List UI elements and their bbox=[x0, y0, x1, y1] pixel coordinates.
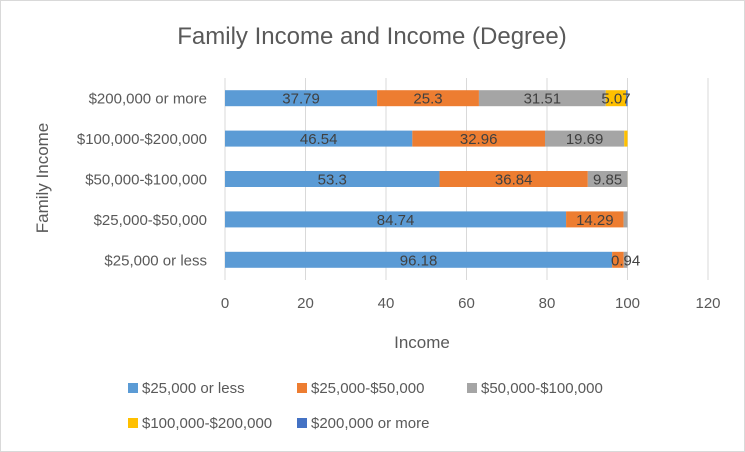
data-label: 36.84 bbox=[495, 172, 533, 189]
data-label: 0.94 bbox=[611, 252, 640, 269]
bar-25-000-50-000-50-000-100-000 bbox=[623, 211, 628, 228]
data-label: 84.74 bbox=[377, 212, 415, 229]
bar-25-000-or-less-25-000-50-000 bbox=[612, 251, 624, 268]
legend-label: $200,000 or more bbox=[311, 415, 429, 432]
x-tick-labels: 0 20 40 60 80 100 120 bbox=[221, 295, 721, 312]
legend-item-200-000-or-more: $200,000 or more bbox=[297, 415, 429, 432]
x-tick-label: 120 bbox=[695, 295, 720, 312]
data-labels: 37.79 25.3 31.51 5.07 46.54 32.96 19.69 53.3 36.… bbox=[282, 91, 640, 270]
bar-50-000-100-000-25-000-50-000 bbox=[439, 171, 588, 187]
legend-label: $50,000-$100,000 bbox=[481, 380, 603, 397]
legend-swatch bbox=[467, 383, 477, 393]
legend-swatch bbox=[128, 383, 138, 393]
y-tick-label: $50,000-$100,000 bbox=[85, 172, 207, 189]
y-tick-label: $25,000 or less bbox=[104, 252, 207, 269]
bar-25-000-or-less-25-000-or-less bbox=[225, 251, 613, 268]
y-tick-labels: $200,000 or more $100,000-$200,000 $50,000… bbox=[77, 91, 207, 270]
bar-25-000-50-000-25-000-50-000 bbox=[566, 211, 624, 228]
data-label: 37.79 bbox=[282, 91, 320, 108]
data-label: 14.29 bbox=[576, 212, 614, 229]
legend-label: $25,000-$50,000 bbox=[311, 380, 424, 397]
data-label: 32.96 bbox=[460, 131, 498, 148]
x-tick-label: 60 bbox=[458, 295, 475, 312]
legend-swatch bbox=[297, 418, 307, 428]
y-tick-label: $25,000-$50,000 bbox=[94, 212, 207, 229]
data-label: 5.07 bbox=[601, 91, 630, 108]
data-label: 53.3 bbox=[318, 172, 347, 189]
bar-200-000-or-more-200-000-or-more bbox=[626, 90, 628, 107]
x-tick-label: 40 bbox=[378, 295, 395, 312]
legend-item-100-000-200-000: $100,000-$200,000 bbox=[128, 415, 272, 432]
legend-label: $25,000 or less bbox=[142, 380, 245, 397]
bar-100-000-200-000-50-000-100-000 bbox=[544, 130, 625, 147]
x-tick-label: 80 bbox=[539, 295, 556, 312]
bar-25-000-or-less-50-000-100-000 bbox=[623, 251, 628, 268]
x-tick-label: 0 bbox=[221, 295, 229, 312]
legend-label: $100,000-$200,000 bbox=[142, 415, 272, 432]
data-label: 19.69 bbox=[566, 131, 604, 148]
y-axis-title: Family Income bbox=[33, 123, 52, 234]
legend-item-25-000-50-000: $25,000-$50,000 bbox=[297, 380, 424, 397]
bar-200-000-or-more-100-000-200-000 bbox=[605, 90, 627, 107]
legend-item-25-000-or-less: $25,000 or less bbox=[128, 380, 245, 397]
y-tick-label: $200,000 or more bbox=[89, 91, 207, 108]
bar-100-000-200-000-100-000-200-000 bbox=[624, 130, 628, 147]
bar-200-000-or-more-25-000-or-less bbox=[225, 90, 378, 107]
bar-25-000-50-000-25-000-or-less bbox=[225, 211, 567, 228]
legend-swatch bbox=[128, 418, 138, 428]
data-label: 25.3 bbox=[413, 91, 442, 108]
y-tick-label: $100,000-$200,000 bbox=[77, 131, 207, 148]
x-tick-label: 20 bbox=[297, 295, 314, 312]
bar-100-000-200-000-25-000-50-000 bbox=[412, 130, 545, 147]
legend: $25,000 or less $25,000-$50,000 $50,000-$1… bbox=[128, 380, 603, 432]
bar-200-000-or-more-25-000-50-000 bbox=[377, 90, 479, 107]
bars bbox=[225, 90, 628, 268]
x-axis-title: Income bbox=[394, 333, 450, 352]
data-label: 46.54 bbox=[300, 131, 338, 148]
chart-title: Family Income and Income (Degree) bbox=[177, 23, 566, 50]
data-label: 96.18 bbox=[400, 252, 438, 269]
legend-item-50-000-100-000: $50,000-$100,000 bbox=[467, 380, 603, 397]
data-label: 31.51 bbox=[524, 91, 562, 108]
bar-50-000-100-000-50-000-100-000 bbox=[587, 171, 628, 187]
bar-100-000-200-000-25-000-or-less bbox=[225, 130, 413, 147]
data-label: 9.85 bbox=[593, 172, 622, 189]
legend-swatch bbox=[297, 383, 307, 393]
bar-200-000-or-more-50-000-100-000 bbox=[478, 90, 606, 107]
bar-50-000-100-000-25-000-or-less bbox=[225, 171, 440, 187]
x-tick-label: 100 bbox=[615, 295, 640, 312]
